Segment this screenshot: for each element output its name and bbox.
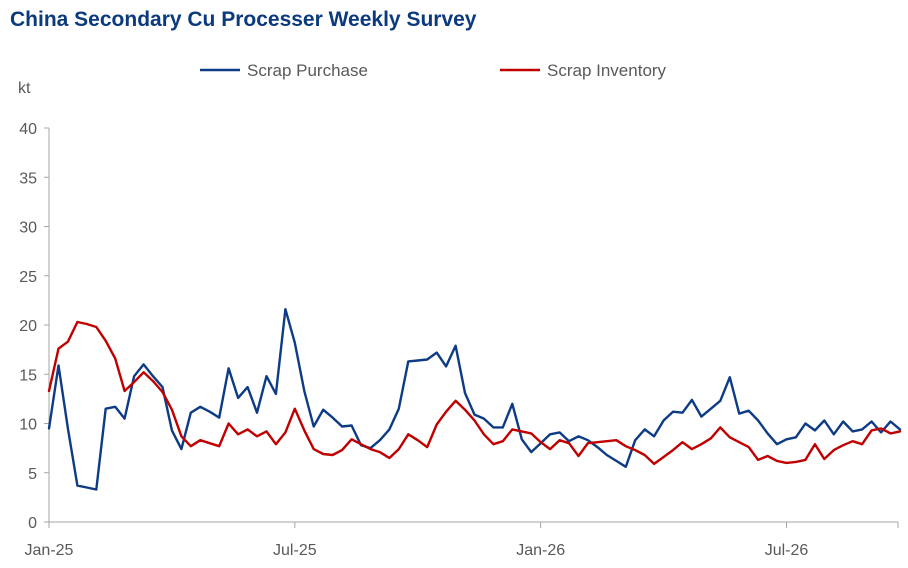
y-tick-label: 40 xyxy=(19,121,37,138)
y-tick-label: 15 xyxy=(19,367,37,384)
y-tick-label: 10 xyxy=(19,417,37,434)
y-axis-unit: kt xyxy=(18,80,31,97)
y-tick-label: 5 xyxy=(28,466,37,483)
series-line-scrap-inventory xyxy=(47,320,902,466)
legend: Scrap Purchase Scrap Inventory xyxy=(200,61,667,80)
series-group xyxy=(47,308,902,491)
x-tick-label: Jul-25 xyxy=(273,542,317,559)
x-tick-label: Jan-25 xyxy=(25,542,74,559)
y-tick-label: 25 xyxy=(19,269,37,286)
y-tick-label: 30 xyxy=(19,220,37,237)
x-tick-label: Jul-26 xyxy=(765,542,809,559)
series-line-scrap-purchase xyxy=(47,308,902,491)
x-tick-label: Jan-26 xyxy=(516,542,565,559)
y-tick-label: 35 xyxy=(19,170,37,187)
legend-label-scrap-purchase: Scrap Purchase xyxy=(247,61,368,80)
y-tick-label: 20 xyxy=(19,318,37,335)
axes: 0 5 10 15 20 25 30 35 40 Jan-25 Jul-25 Jan-26 Jul-26 xyxy=(19,121,899,559)
chart-title: China Secondary Cu Processer Weekly Surv… xyxy=(10,8,477,31)
y-tick-label: 0 xyxy=(28,515,37,532)
legend-label-scrap-inventory: Scrap Inventory xyxy=(547,61,667,80)
